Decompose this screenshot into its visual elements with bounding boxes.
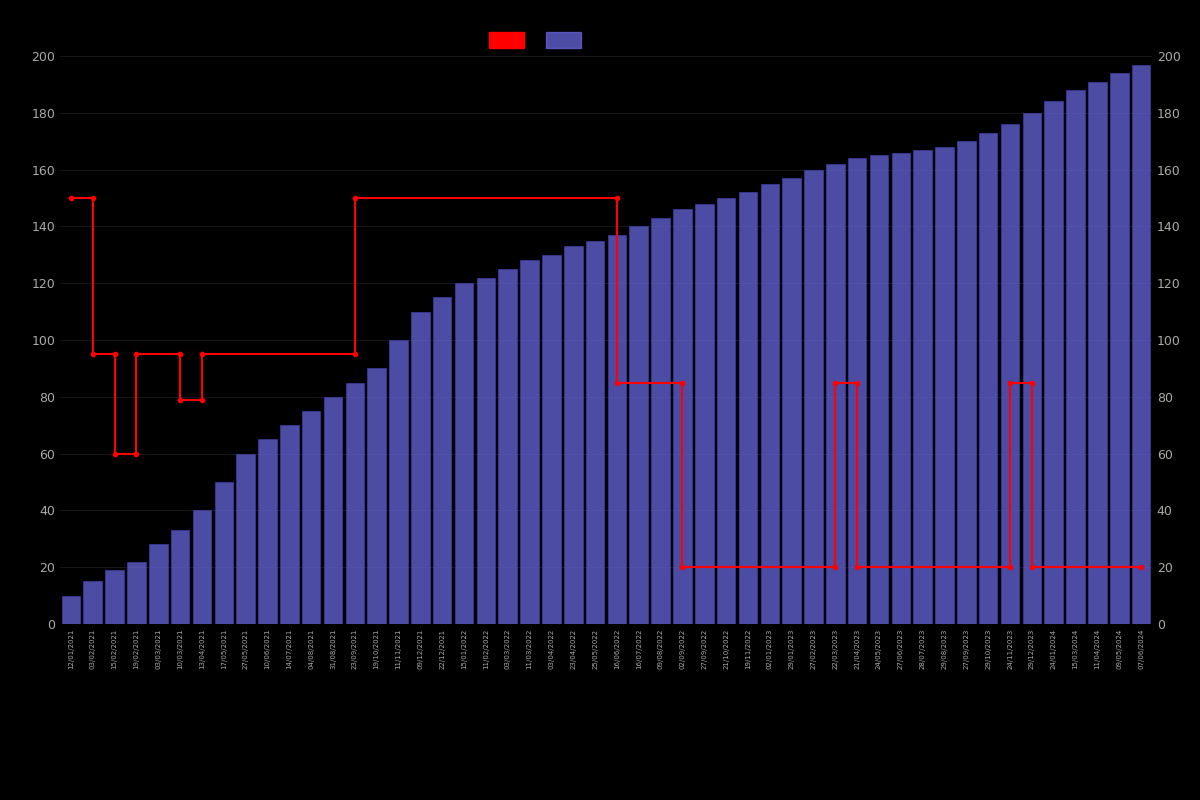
Bar [215, 482, 233, 624]
Bar [1088, 82, 1106, 624]
Legend: , : , [490, 32, 592, 48]
Bar [193, 510, 211, 624]
Bar [476, 278, 496, 624]
Bar [367, 368, 386, 624]
Bar [652, 218, 670, 624]
Bar [1001, 124, 1019, 624]
Bar [542, 255, 560, 624]
Bar [1132, 65, 1151, 624]
Bar [564, 246, 582, 624]
Bar [826, 164, 845, 624]
Bar [716, 198, 736, 624]
Bar [61, 595, 80, 624]
Bar [412, 312, 430, 624]
Bar [1022, 113, 1042, 624]
Bar [346, 382, 364, 624]
Bar [935, 147, 954, 624]
Bar [892, 153, 910, 624]
Bar [630, 226, 648, 624]
Bar [1067, 90, 1085, 624]
Bar [673, 210, 691, 624]
Bar [258, 439, 277, 624]
Bar [170, 530, 190, 624]
Bar [695, 204, 714, 624]
Bar [324, 397, 342, 624]
Bar [870, 155, 888, 624]
Bar [84, 582, 102, 624]
Bar [236, 454, 254, 624]
Bar [958, 141, 976, 624]
Bar [498, 269, 517, 624]
Bar [455, 283, 473, 624]
Bar [433, 298, 451, 624]
Bar [586, 241, 605, 624]
Bar [521, 261, 539, 624]
Bar [302, 411, 320, 624]
Bar [106, 570, 124, 624]
Bar [979, 133, 997, 624]
Bar [280, 426, 299, 624]
Bar [848, 158, 866, 624]
Bar [804, 170, 823, 624]
Bar [127, 562, 145, 624]
Bar [607, 235, 626, 624]
Bar [389, 340, 408, 624]
Bar [782, 178, 800, 624]
Bar [1044, 102, 1063, 624]
Bar [149, 545, 168, 624]
Bar [739, 192, 757, 624]
Bar [913, 150, 932, 624]
Bar [1110, 73, 1128, 624]
Bar [761, 184, 779, 624]
